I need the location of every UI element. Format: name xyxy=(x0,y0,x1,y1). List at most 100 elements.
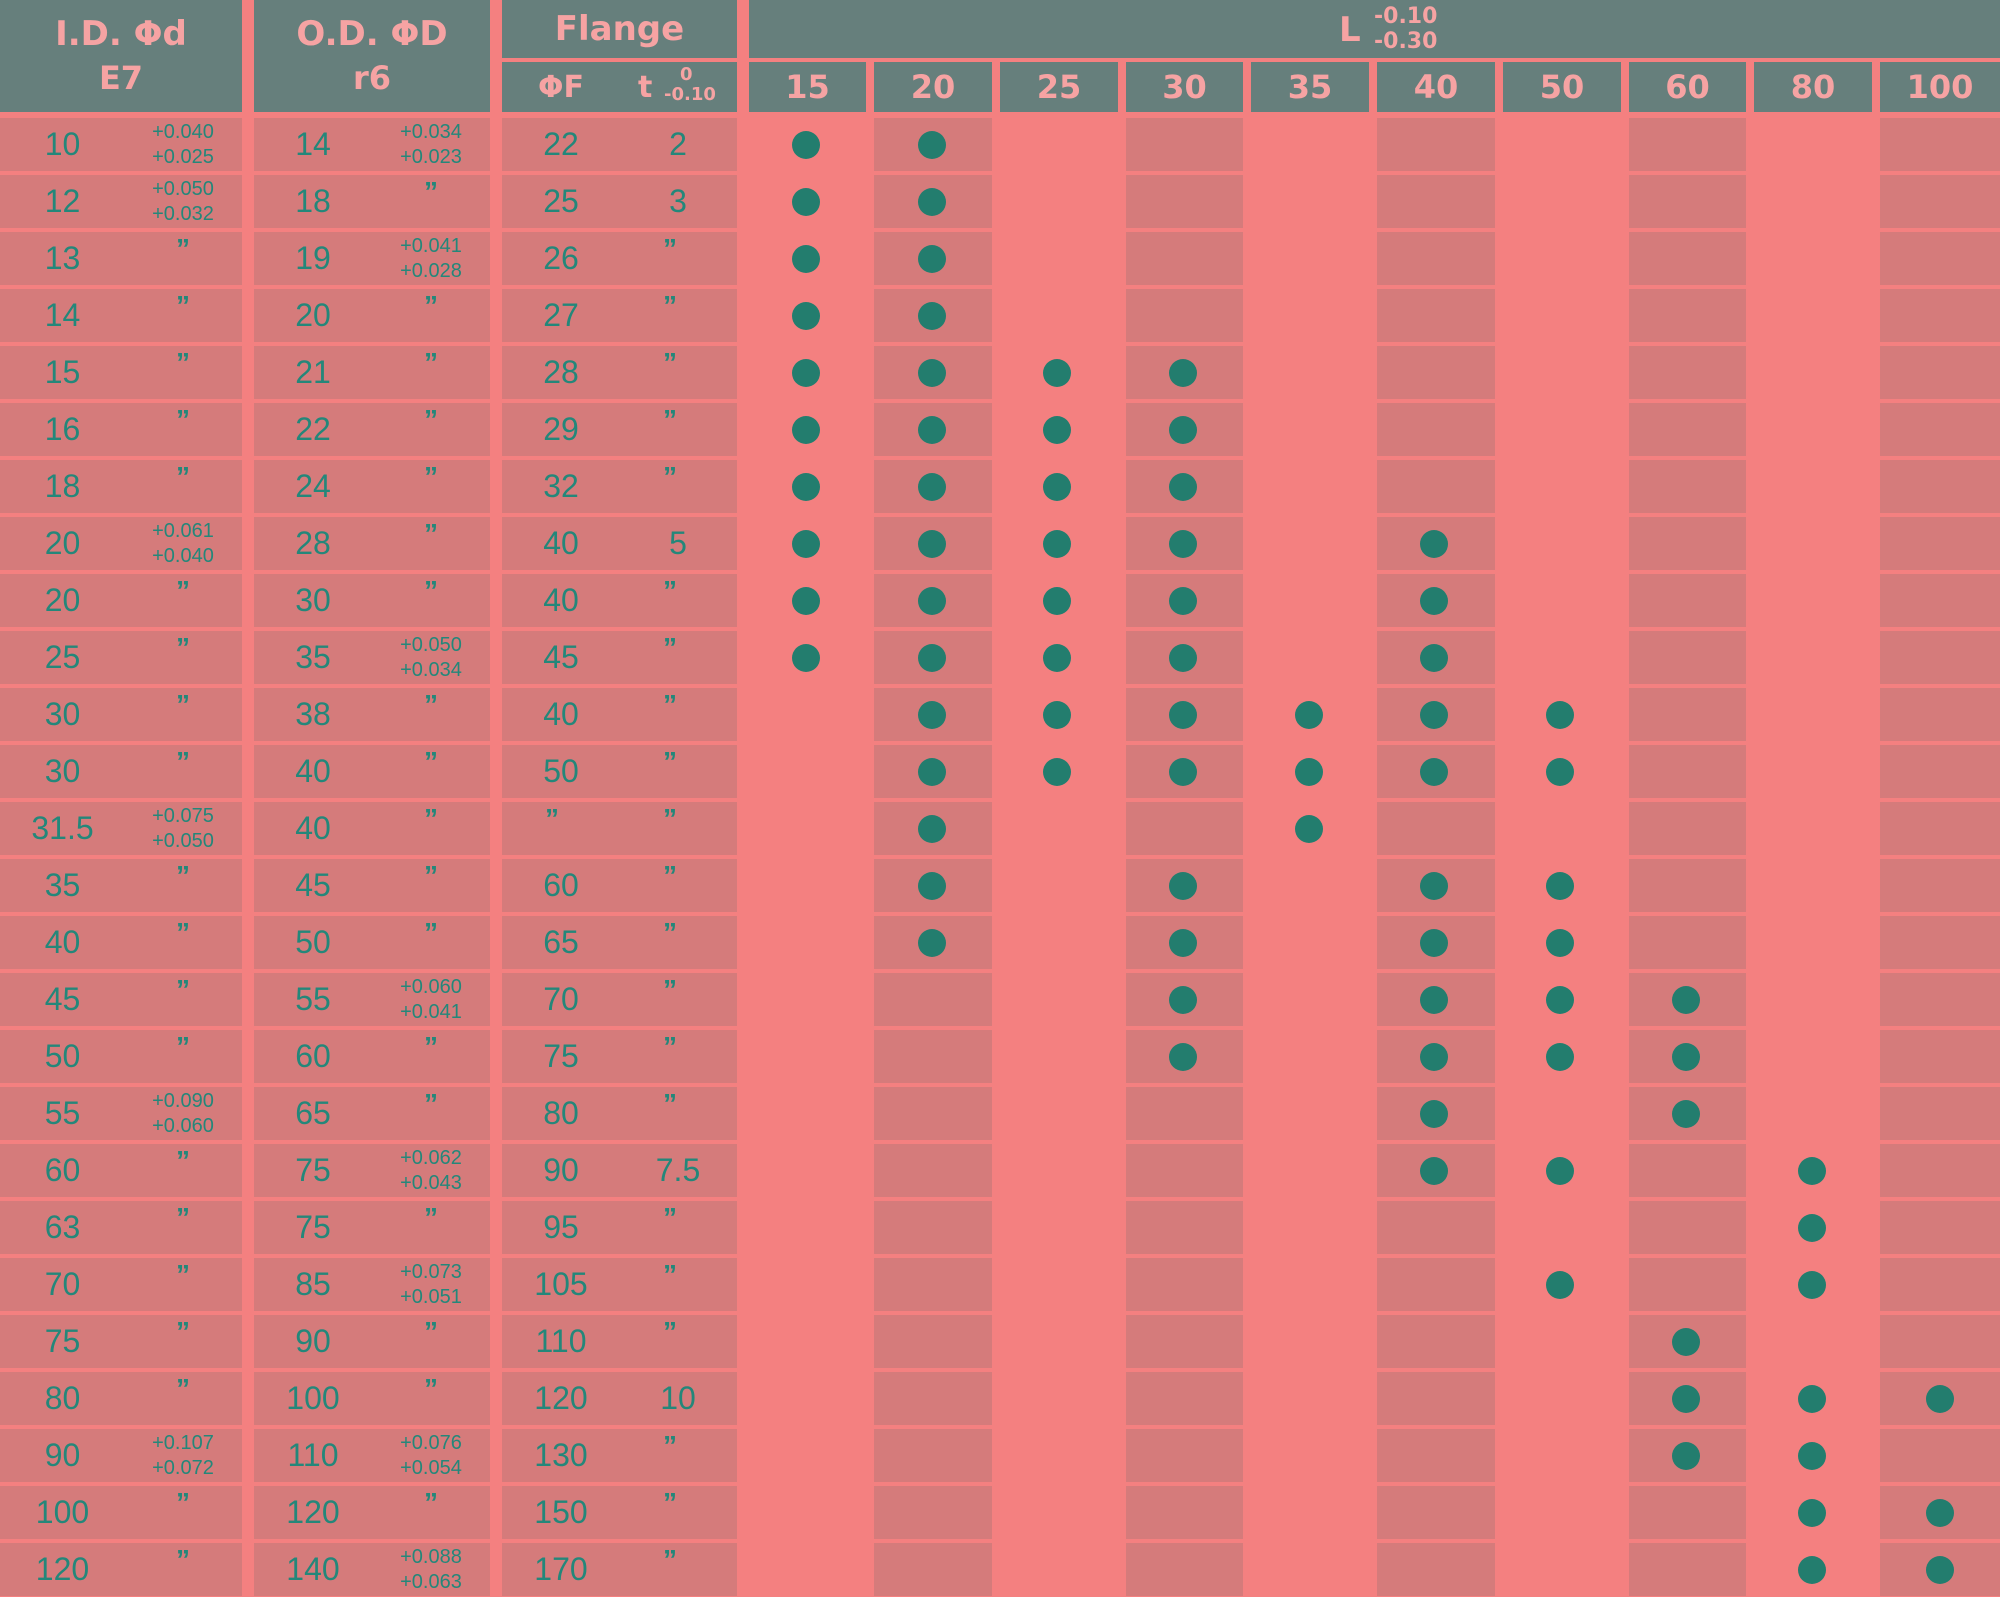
flange-t-ditto: ” xyxy=(663,745,677,777)
cell-background xyxy=(1629,403,1746,456)
cell-background xyxy=(1377,1429,1495,1482)
cell-background xyxy=(0,1201,242,1254)
cell-background xyxy=(502,289,737,342)
flange-f-value: 32 xyxy=(543,468,579,504)
cell-background xyxy=(502,517,737,570)
cell-background xyxy=(254,631,490,684)
id-tol-ditto: ” xyxy=(176,460,190,492)
id-tol-lower: +0.060 xyxy=(152,1114,214,1137)
availability-dot-L60 xyxy=(1672,1042,1700,1071)
od-value: 40 xyxy=(295,753,331,789)
cell-background xyxy=(1880,1201,2000,1254)
flange-t-ditto: ” xyxy=(663,574,677,606)
length-col-header-7: 60 xyxy=(1629,62,1746,112)
cell-background xyxy=(874,1315,992,1368)
cell-background xyxy=(1880,1087,2000,1140)
id-header: I.D. Φd E7 xyxy=(0,0,242,112)
cell-background xyxy=(0,289,242,342)
od-tol-upper: +0.050 xyxy=(400,633,462,656)
od-tol-lower: +0.034 xyxy=(400,658,462,681)
cell-background xyxy=(254,1486,490,1539)
flange-f-value: 110 xyxy=(535,1323,587,1359)
od-tol-ditto: ” xyxy=(424,1201,438,1233)
id-tol-ditto: ” xyxy=(176,1486,190,1518)
cell-background xyxy=(254,289,490,342)
id-tolerance: +0.040 +0.025 xyxy=(128,118,238,171)
availability-dot-L30 xyxy=(1169,472,1197,501)
cell-background xyxy=(502,1258,737,1311)
availability-dot-L60 xyxy=(1672,1384,1700,1413)
availability-dot-L40 xyxy=(1420,1099,1448,1128)
availability-dot-L40 xyxy=(1420,985,1448,1014)
availability-dot-L30 xyxy=(1169,358,1197,387)
availability-dot-L20 xyxy=(918,415,946,444)
cell-background xyxy=(1377,403,1495,456)
cell-background xyxy=(502,1030,737,1083)
cell-background xyxy=(1880,232,2000,285)
availability-dot-L20 xyxy=(918,130,946,159)
cell-background xyxy=(502,118,737,171)
od-tol-ditto: ” xyxy=(424,688,438,720)
length-header-title: L xyxy=(1339,10,1361,50)
id-value: 20 xyxy=(44,525,81,561)
od-value: 35 xyxy=(295,639,331,675)
availability-dot-L15 xyxy=(792,529,820,558)
flange-f-value: 40 xyxy=(543,582,579,618)
cell-background xyxy=(1377,232,1495,285)
cell-background xyxy=(502,1144,737,1197)
cell-background xyxy=(1629,1543,1746,1596)
od-tol-upper: +0.073 xyxy=(400,1260,462,1283)
od-tol-lower: +0.054 xyxy=(400,1456,462,1479)
flange-t-ditto: ” xyxy=(663,688,677,720)
cell-background xyxy=(502,460,737,513)
availability-dot-L30 xyxy=(1169,700,1197,729)
od-tol-ditto: ” xyxy=(424,802,438,834)
od-value: 14 xyxy=(295,126,331,162)
od-value: 50 xyxy=(295,924,331,960)
cell-background xyxy=(1126,1144,1243,1197)
availability-dot-L20 xyxy=(918,529,946,558)
cell-background xyxy=(502,745,737,798)
od-tolerance: +0.062 +0.043 xyxy=(376,1144,486,1197)
availability-dot-L30 xyxy=(1169,529,1197,558)
flange-header-title: Flange xyxy=(554,9,685,49)
cell-background xyxy=(1126,175,1243,228)
flange-f-value: 95 xyxy=(543,1209,579,1245)
flange-f-value: 25 xyxy=(543,183,579,219)
availability-dot-L80 xyxy=(1798,1498,1826,1527)
id-value: 70 xyxy=(44,1266,81,1302)
cell-background xyxy=(1126,1372,1243,1425)
length-col-header-6: 50 xyxy=(1503,62,1621,112)
flange-f-value: 75 xyxy=(543,1038,579,1074)
id-tol-lower: +0.072 xyxy=(152,1456,214,1479)
length-col-header-9: 100 xyxy=(1880,62,2000,112)
cell-background xyxy=(502,1315,737,1368)
length-col-header-1: 20 xyxy=(874,62,992,112)
id-tol-lower: +0.025 xyxy=(152,145,214,168)
length-col-header-3: 30 xyxy=(1126,62,1243,112)
cell-background xyxy=(254,688,490,741)
cell-background xyxy=(1377,460,1495,513)
cell-background xyxy=(254,403,490,456)
availability-dot-L50 xyxy=(1546,1270,1574,1299)
flange-f-value: 70 xyxy=(543,981,579,1017)
cell-background xyxy=(1629,232,1746,285)
cell-background xyxy=(0,802,242,855)
availability-dot-L35 xyxy=(1295,700,1323,729)
availability-dot-L35 xyxy=(1295,757,1323,786)
availability-dot-L50 xyxy=(1546,1156,1574,1185)
cell-background xyxy=(1126,1543,1243,1596)
flange-f-value: 40 xyxy=(543,525,579,561)
od-tol-lower: +0.051 xyxy=(400,1285,462,1308)
cell-background xyxy=(1377,1486,1495,1539)
od-tolerance: +0.076 +0.054 xyxy=(376,1429,486,1482)
availability-dot-L50 xyxy=(1546,928,1574,957)
cell-background xyxy=(1880,859,2000,912)
od-tol-upper: +0.034 xyxy=(400,120,462,143)
availability-dot-L20 xyxy=(918,301,946,330)
cell-background xyxy=(0,631,242,684)
od-tol-ditto: ” xyxy=(424,403,438,435)
cell-background xyxy=(0,517,242,570)
cell-background xyxy=(1126,802,1243,855)
id-value: 90 xyxy=(44,1437,81,1473)
